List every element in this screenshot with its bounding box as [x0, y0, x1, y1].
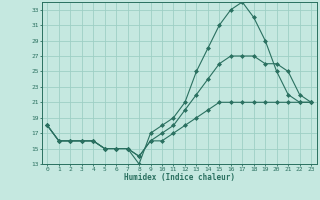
X-axis label: Humidex (Indice chaleur): Humidex (Indice chaleur): [124, 173, 235, 182]
